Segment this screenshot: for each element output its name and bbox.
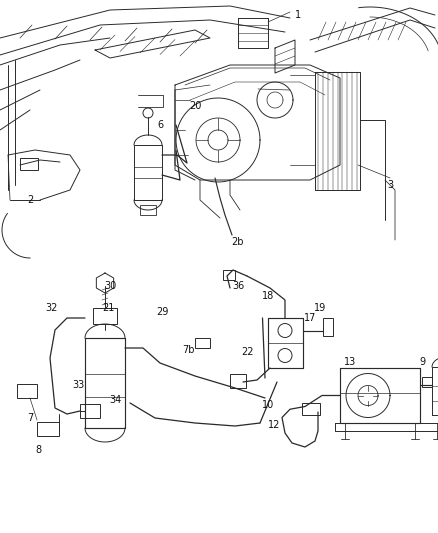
Text: 29: 29	[156, 307, 168, 317]
Text: 7b: 7b	[182, 345, 194, 355]
Bar	[140, 205, 156, 215]
Bar	[80, 404, 100, 418]
Text: 9: 9	[419, 357, 425, 367]
Text: 32: 32	[46, 303, 58, 313]
Bar	[37, 422, 59, 436]
Bar	[422, 377, 432, 387]
Text: 30: 30	[104, 281, 116, 291]
Text: 10: 10	[262, 400, 274, 410]
Text: 2: 2	[27, 195, 33, 205]
Text: 21: 21	[102, 303, 114, 313]
Bar	[223, 270, 235, 280]
Text: 17: 17	[304, 313, 316, 323]
Bar	[302, 403, 320, 415]
Text: 18: 18	[262, 291, 274, 301]
Text: 19: 19	[314, 303, 326, 313]
Text: 13: 13	[344, 357, 356, 367]
Text: 6: 6	[157, 120, 163, 130]
Text: 2b: 2b	[232, 237, 244, 247]
Text: 33: 33	[72, 380, 84, 390]
Bar	[230, 374, 246, 388]
Text: 7: 7	[27, 413, 33, 423]
Bar	[195, 338, 210, 348]
Text: 34: 34	[109, 395, 121, 405]
Bar	[17, 384, 37, 398]
Bar	[20, 158, 38, 170]
Text: 36: 36	[232, 281, 244, 291]
Bar	[322, 318, 332, 335]
Text: 3: 3	[387, 180, 393, 190]
Text: 22: 22	[242, 347, 254, 357]
Text: 12: 12	[268, 420, 280, 430]
Text: 8: 8	[35, 445, 41, 455]
Text: 20: 20	[189, 101, 201, 111]
Bar	[93, 308, 117, 324]
Text: 1: 1	[295, 10, 301, 20]
